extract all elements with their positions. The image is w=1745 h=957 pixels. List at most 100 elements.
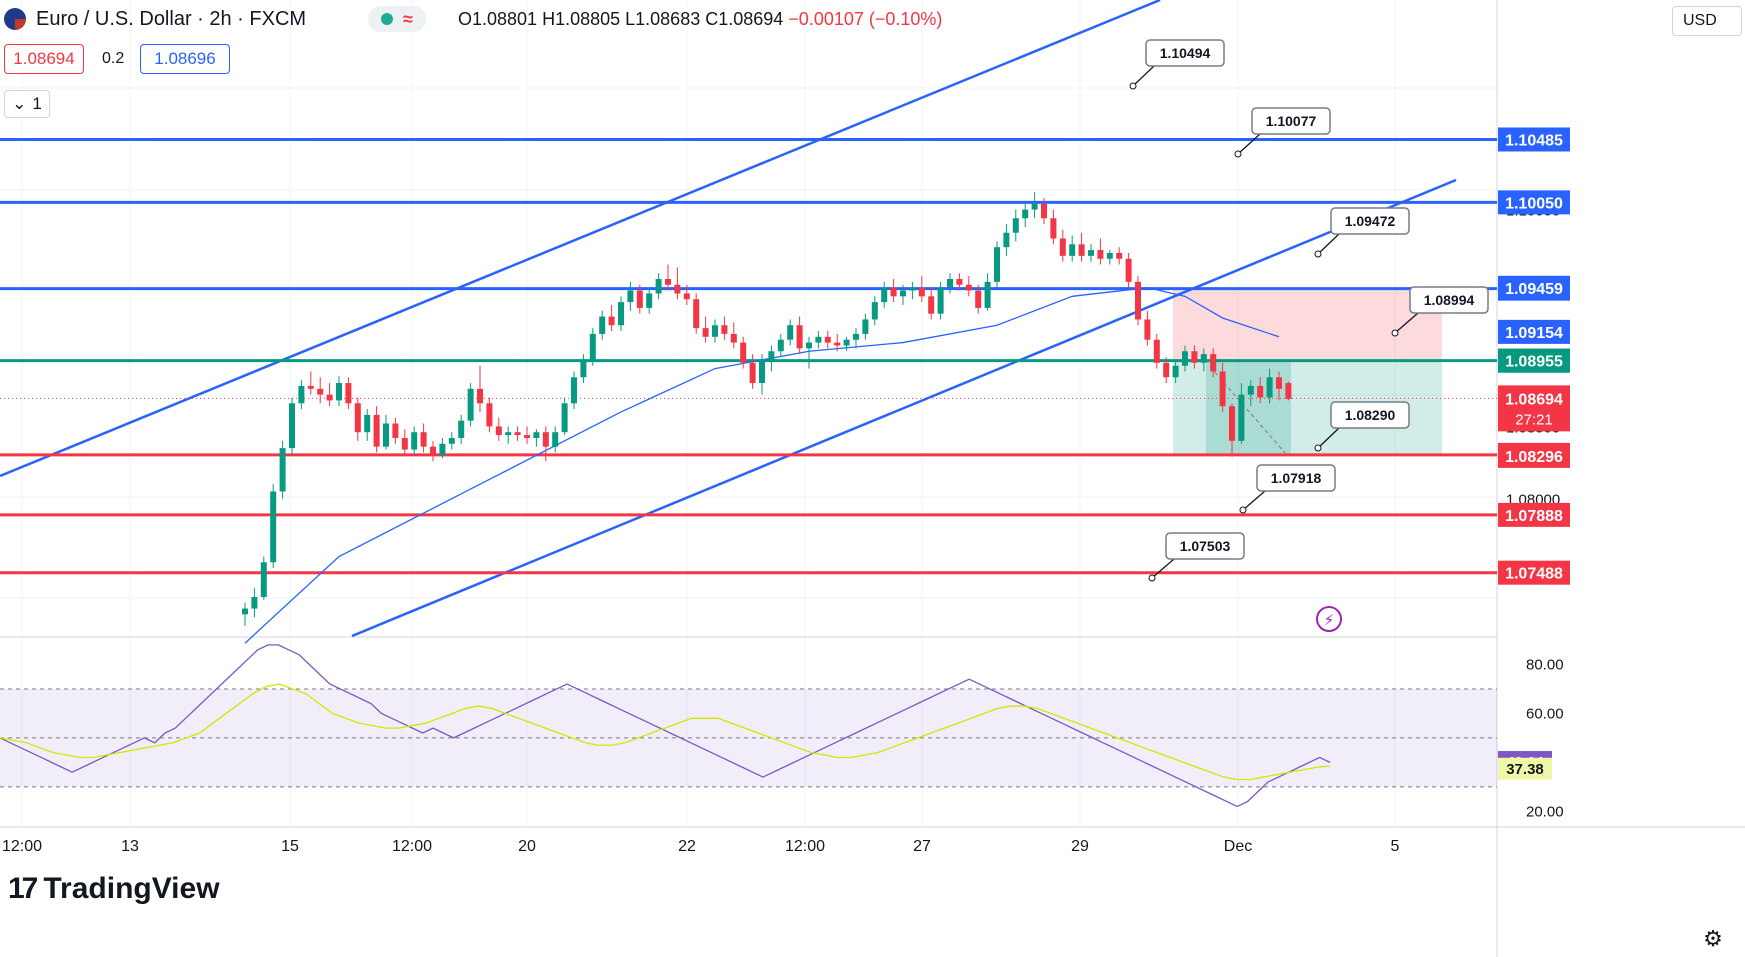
candle-body [853,333,859,340]
candle-body [1276,377,1282,389]
candle-body [1097,250,1104,259]
candle-body [843,339,850,346]
candle-body [533,432,540,438]
candle-body [401,437,408,450]
candle-body [1116,252,1123,259]
scale-price-tag-text: 1.09459 [1505,281,1563,298]
candle-body [514,432,521,436]
candle-body [1059,238,1066,256]
last-price-tag [1498,385,1570,432]
candle-body [655,278,662,294]
candle-body [646,293,653,308]
currency-selector[interactable]: USD [1672,6,1742,36]
buy-button[interactable]: 1.08696 [140,44,230,74]
chart-header: Euro / U.S. Dollar · 2h · FXCM [0,0,306,38]
candle-body [965,284,972,291]
candle-body [552,432,559,447]
time-tick: 20 [518,838,536,855]
candle-body [956,278,963,285]
callout-label: 1.07503 [1180,538,1231,554]
eurusd-flag-icon [4,8,26,30]
rsi-tick: 60.00 [1526,705,1564,722]
moving-average-layer [244,286,1280,644]
ohlc-readout: O1.08801 H1.08805 L1.08683 C1.08694 −0.0… [458,9,942,30]
stop-loss-zone [1173,288,1442,361]
level-price-tag [1498,560,1570,585]
callout-label: 1.08290 [1345,407,1396,423]
candle-body [683,293,690,300]
candle-body [589,333,596,360]
candle-body [242,608,248,615]
callout-anchor [1148,574,1156,582]
candle-body [477,388,483,404]
candle-body [618,302,624,326]
candle-body [1238,394,1245,441]
candle-body [1172,365,1179,378]
candle-body [890,287,897,297]
last-price-text: 1.08694 [1505,391,1563,408]
tradingview-logo: 17 TradingView [8,872,220,906]
candle-body [467,388,474,421]
candle-body [796,325,803,349]
callout-label: 1.10494 [1160,45,1211,61]
candle-body [495,426,502,436]
candle-body [524,435,530,438]
price-scale: 1.085001.080001.100001.104851.100501.094… [1498,127,1570,585]
horizontal-levels [0,137,1497,575]
candle-body [326,394,333,401]
candle-body [1153,339,1160,363]
candle-body [307,385,314,389]
callout-box [1256,464,1336,492]
candle-body [1106,252,1113,259]
candle-body [909,287,916,291]
callout-box [1330,207,1410,235]
countdown-text: 27:21 [1515,411,1553,428]
candle-body [1012,218,1019,233]
candle-body [900,290,906,297]
candle-body [1069,244,1076,256]
candle-body [298,385,305,404]
market-status-pill[interactable]: ≈ [368,6,426,32]
candle-body [881,287,888,303]
candle-body [871,302,878,320]
channel-upper [0,0,1161,478]
callout-label: 1.07918 [1271,470,1322,486]
market-open-icon [381,13,394,25]
candle-body [665,278,671,285]
time-axis: 12:00 13 15 12:00 20 22 12:00 27 29 Dec 5 [2,838,1400,855]
callout-box [1409,286,1489,314]
candle-body [806,342,812,349]
level-price-tag-text: 1.10050 [1505,195,1563,212]
rsi-line [0,644,1331,808]
candle-body [721,325,728,334]
candle-body [411,432,418,450]
candle-body [1135,281,1141,320]
time-tick: 27 [913,838,931,855]
candle-body [448,437,455,444]
candle-body [1031,203,1038,210]
spread-value: 0.2 [102,50,125,67]
candle-body [693,299,700,329]
rsi-value-tag [1498,757,1552,780]
settings-gear-icon[interactable]: ⚙ [1703,926,1723,951]
currency-label: USD [1683,12,1717,29]
callout-anchor [1314,444,1322,452]
candle-body [561,403,568,433]
scale-price-tag [1498,319,1570,344]
time-tick: 12:00 [785,838,825,855]
symbol-title[interactable]: Euro / U.S. Dollar · 2h · FXCM [36,7,307,30]
filled-zone [1206,360,1291,455]
level-price-tag-text: 1.10485 [1505,132,1563,149]
level-price-tag [1498,190,1570,215]
sell-button[interactable]: 1.08694 [4,44,84,74]
candle-body [251,596,258,609]
indicators-toggle[interactable]: ⌄ 1 [4,90,50,118]
callout-pointer [1242,490,1266,511]
rsi-signal-line [0,683,1331,781]
scale-price-tag [1498,443,1570,468]
path-line [1209,366,1286,454]
candle-body [759,359,765,384]
candle-body [1050,218,1057,239]
level-price-tag-text: 1.07888 [1505,508,1563,525]
